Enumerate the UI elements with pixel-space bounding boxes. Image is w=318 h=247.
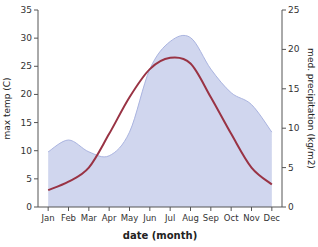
tick-mark: [34, 150, 38, 151]
tick-label: Jan: [41, 213, 55, 223]
tick-label: 25: [288, 5, 299, 15]
tick-label: Dec: [264, 213, 281, 223]
tick-label: 5: [26, 174, 32, 184]
tick-mark: [282, 128, 286, 129]
tick-label: 15: [21, 118, 32, 128]
precip-area: [48, 35, 272, 207]
tick-label: Feb: [61, 213, 76, 223]
tick-label: Apr: [102, 213, 117, 223]
chart: 051015202530350510152025JanFebMarAprMayJ…: [0, 0, 318, 247]
tick-mark: [109, 207, 110, 211]
tick-label: 35: [21, 5, 32, 15]
tick-label: 10: [21, 146, 33, 156]
tick-label: 20: [288, 44, 300, 54]
tick-label: 30: [21, 33, 33, 43]
tick-mark: [34, 122, 38, 123]
tick-label: Jul: [164, 213, 175, 223]
tick-mark: [170, 207, 171, 211]
tick-label: 25: [21, 61, 32, 71]
tick-label: 15: [288, 84, 299, 94]
tick-mark: [149, 207, 150, 211]
tick-label: 0: [26, 202, 32, 212]
tick-label: Oct: [224, 213, 239, 223]
tick-mark: [231, 207, 232, 211]
tick-label: 5: [288, 163, 294, 173]
tick-label: Aug: [182, 213, 199, 223]
tick-mark: [282, 10, 286, 11]
tick-mark: [282, 207, 286, 208]
tick-label: Nov: [243, 213, 260, 223]
plot-area: [48, 35, 272, 207]
tick-mark: [282, 49, 286, 50]
x-axis-line: [38, 207, 282, 208]
tick-label: Sep: [203, 213, 219, 223]
tick-mark: [271, 207, 272, 211]
tick-mark: [88, 207, 89, 211]
tick-mark: [48, 207, 49, 211]
y2-axis-label: med. precipitation (kg/m2): [306, 48, 316, 169]
temp-line: [48, 57, 272, 190]
tick-mark: [282, 88, 286, 89]
tick-label: Mar: [81, 213, 98, 223]
tick-label: 10: [288, 123, 300, 133]
tick-mark: [34, 10, 38, 11]
tick-mark: [34, 94, 38, 95]
tick-mark: [68, 207, 69, 211]
precip-edge: [48, 35, 272, 157]
tick-mark: [251, 207, 252, 211]
tick-mark: [34, 178, 38, 179]
tick-mark: [34, 38, 38, 39]
tick-label: Jun: [142, 213, 156, 223]
tick-mark: [34, 207, 38, 208]
y2-axis-line: [282, 10, 283, 207]
tick-label: 20: [21, 89, 33, 99]
tick-mark: [210, 207, 211, 211]
tick-mark: [129, 207, 130, 211]
tick-mark: [34, 66, 38, 67]
tick-mark: [282, 167, 286, 168]
x-axis-label: date (month): [123, 230, 197, 241]
tick-mark: [190, 207, 191, 211]
tick-label: 0: [288, 202, 294, 212]
y-axis-label: max temp (C): [2, 77, 12, 139]
y-axis-line: [38, 10, 39, 207]
tick-label: May: [121, 213, 139, 223]
